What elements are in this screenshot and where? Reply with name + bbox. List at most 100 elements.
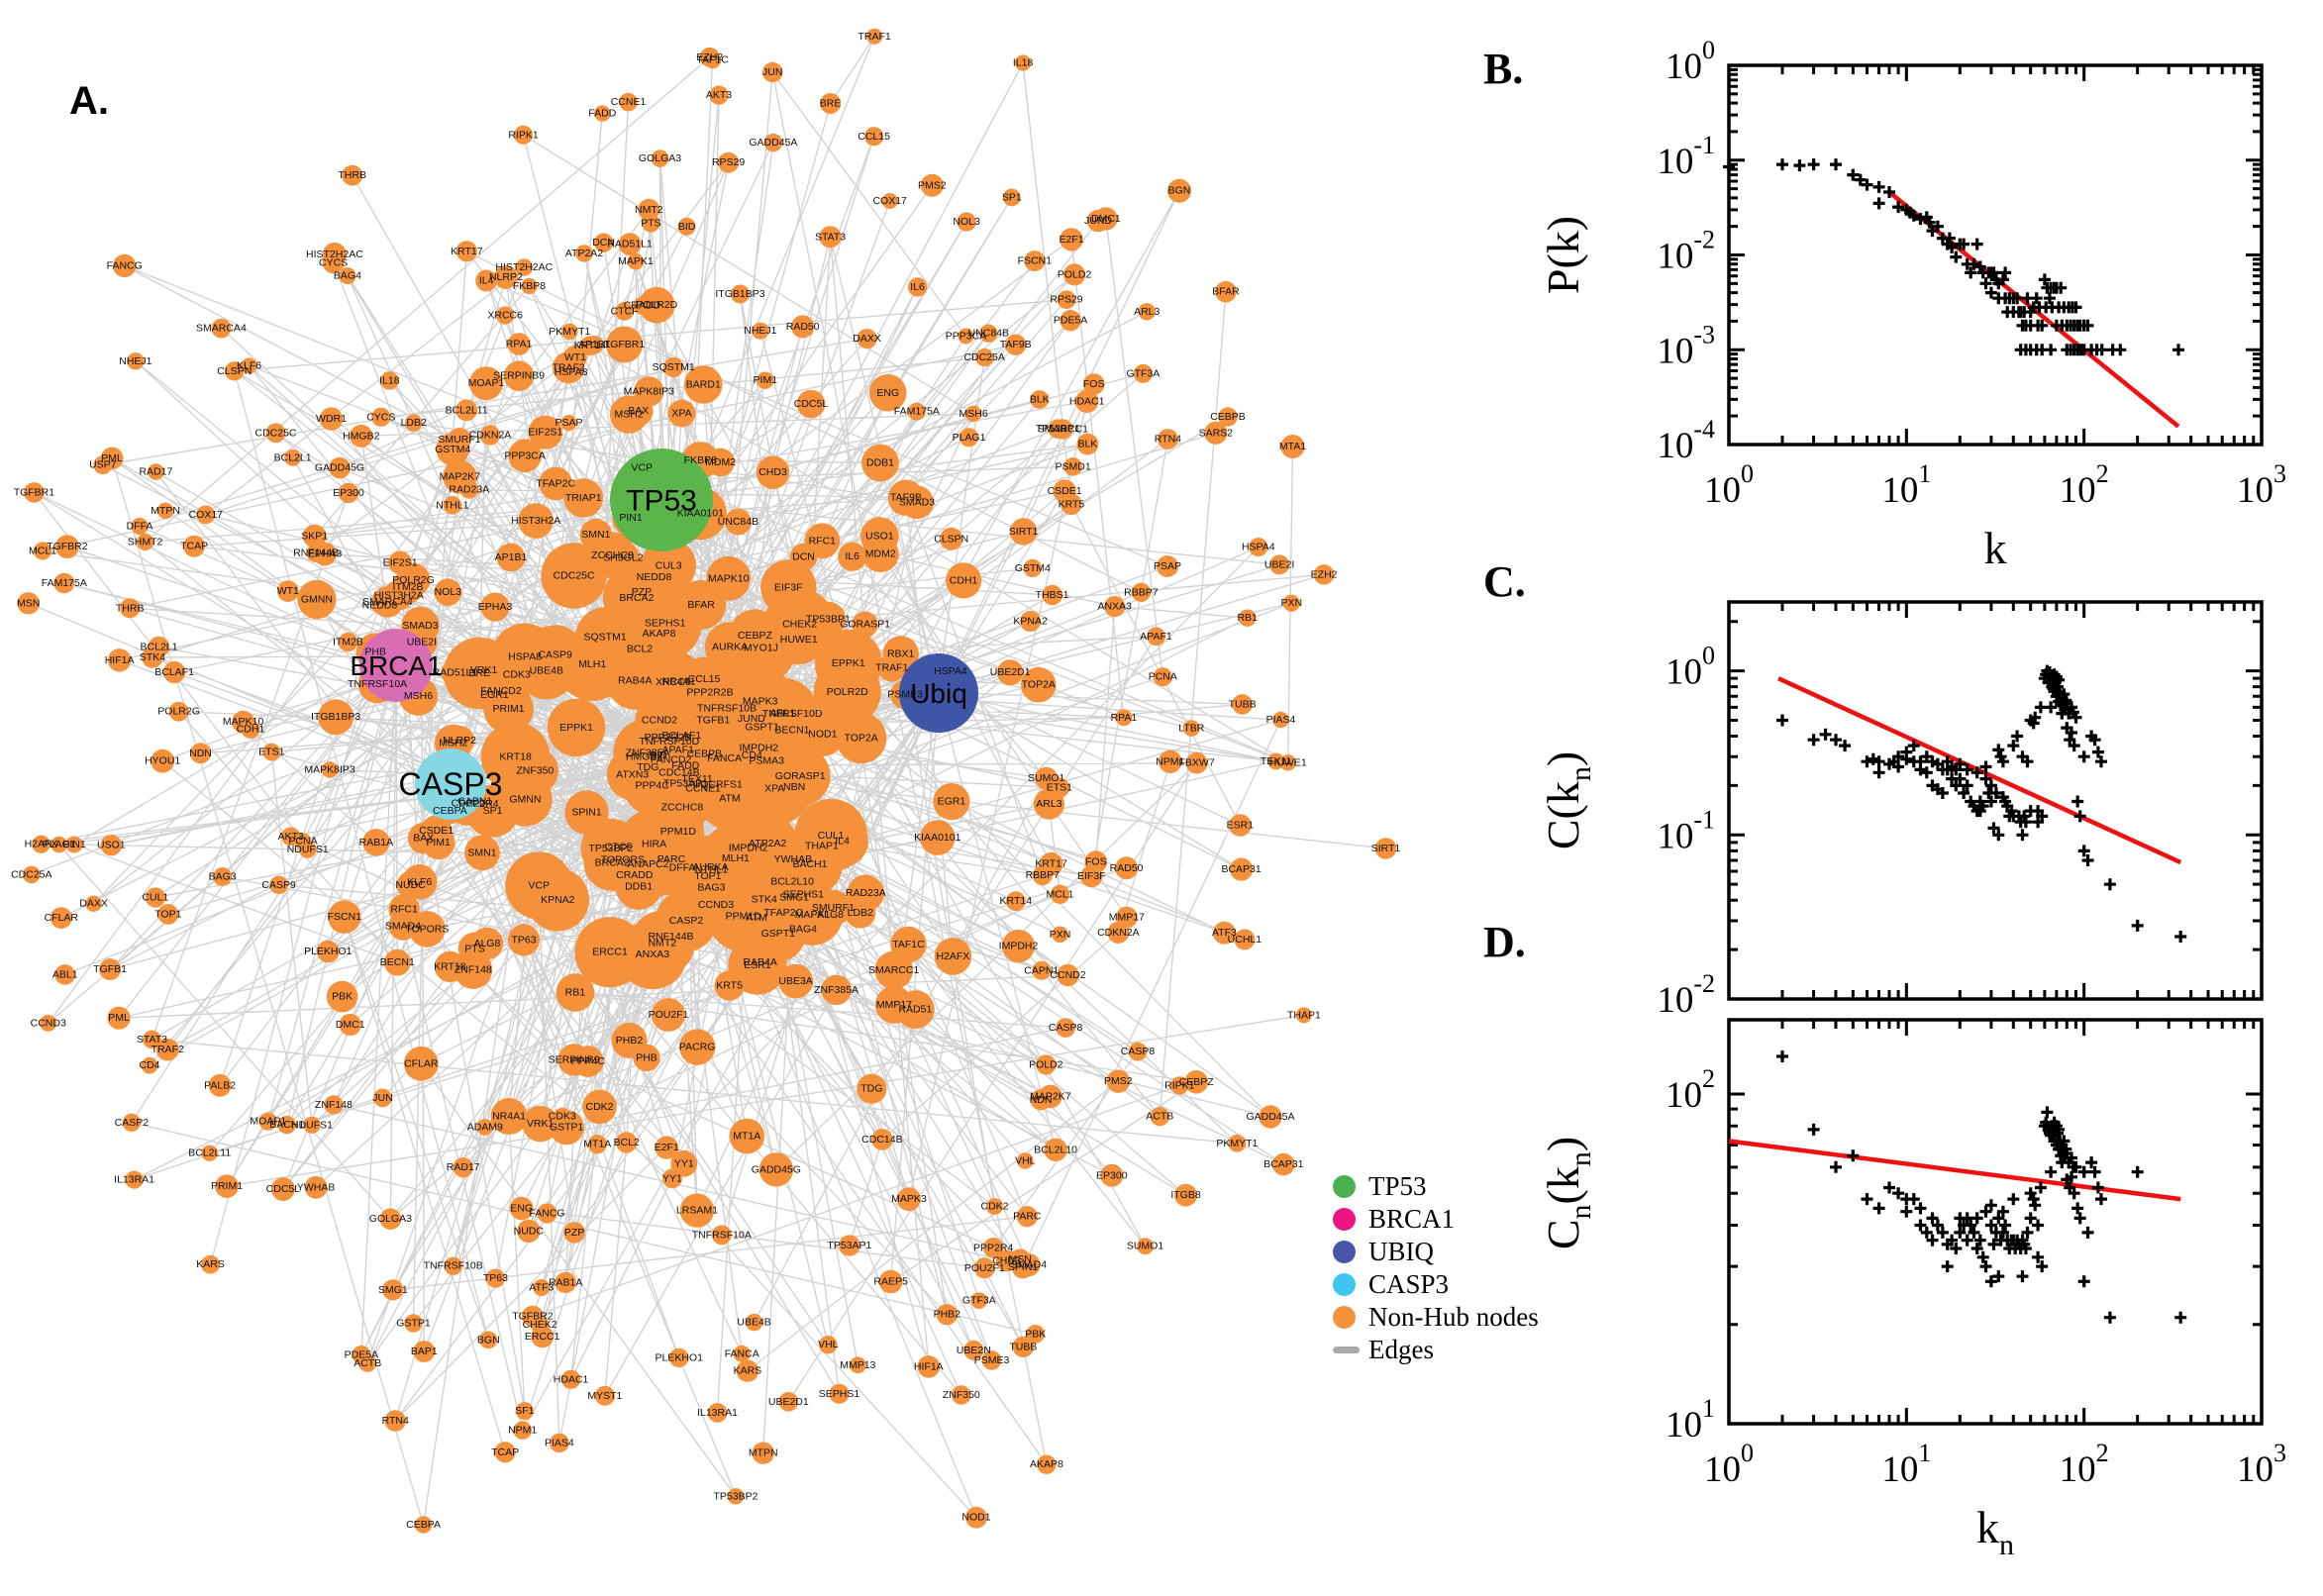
network-node (1218, 407, 1238, 427)
gene-label: DCN (792, 551, 815, 563)
network-node (17, 592, 40, 615)
hub-node-tp53 (610, 449, 713, 551)
gene-label: BGN (477, 1334, 500, 1346)
gene-label: ACTB (1146, 1111, 1173, 1123)
network-node (518, 503, 554, 539)
gene-label: NDN (1030, 1094, 1053, 1106)
network-node (1030, 1089, 1052, 1111)
gene-label: TCAP (491, 1446, 519, 1458)
network-node (1295, 1007, 1312, 1024)
y-tick-label: 10-3 (1657, 320, 1715, 371)
gene-label: IL18 (1013, 57, 1034, 69)
network-node (615, 302, 634, 321)
gene-label: RBBP7 (1124, 586, 1159, 598)
gene-label: BRE (820, 98, 842, 110)
network-node (277, 580, 299, 602)
network-node (391, 570, 425, 604)
gene-label: PPP2R2B (645, 732, 691, 744)
network-node (1232, 694, 1253, 715)
gene-label: RAB4A (743, 956, 776, 968)
gene-label: PPP2R2B (686, 686, 733, 698)
gene-label: EP300 (333, 487, 364, 499)
gene-label: EGR1 (938, 796, 966, 808)
gene-label: ZNF148 (315, 1099, 353, 1111)
gene-label: SP1 (483, 805, 503, 817)
gene-label: JUN (762, 66, 782, 78)
network-node (973, 1257, 995, 1279)
network-node (55, 535, 79, 558)
gene-label: CDKN2A (469, 430, 512, 442)
network-node (575, 245, 593, 262)
hub-label-tp53: TP53 (626, 485, 697, 518)
gene-label: STAT3 (815, 231, 846, 243)
gene-label: THRB (338, 169, 366, 181)
network-node (533, 1279, 551, 1296)
gene-label: UBE2N (957, 1345, 991, 1356)
network-node (1147, 627, 1165, 647)
gene-label: CDK3 (549, 1111, 576, 1123)
network-node (907, 277, 928, 297)
axis-ticks (1727, 63, 2264, 447)
network-node (727, 731, 776, 780)
gene-label: GORASP1 (775, 770, 826, 782)
network-node (211, 318, 232, 339)
gene-label: SUMO1 (1028, 772, 1065, 784)
gene-label: TP53BP2 (588, 843, 633, 854)
network-node (496, 306, 515, 325)
network-node (1279, 754, 1296, 771)
gene-label: IL18 (379, 375, 400, 387)
gene-label: CEBPZ (738, 630, 773, 642)
gene-label: NLRP2 (489, 271, 523, 283)
network-node (1106, 1069, 1131, 1093)
network-node (413, 1341, 436, 1362)
gene-label: TFAP2C (763, 907, 803, 919)
gene-label: BLK (1077, 439, 1097, 450)
gene-label: SMARCA4 (196, 323, 247, 335)
gene-label: E2F1 (655, 1142, 679, 1153)
gene-label: CAPN1 (457, 795, 492, 807)
gene-label: TP63 (483, 1272, 508, 1284)
gene-label: CASP8 (1121, 1046, 1156, 1057)
network-node (1267, 752, 1284, 770)
gene-label: H2AFX (936, 950, 969, 962)
network-node (731, 284, 750, 304)
network-node (878, 1269, 903, 1294)
network-node (120, 598, 141, 619)
gene-label: NLRP2 (443, 735, 476, 747)
non-hub-nodes (17, 28, 1397, 1534)
network-node (322, 243, 347, 266)
network-node (339, 1013, 361, 1037)
gene-label: TRIAP1 (565, 492, 602, 504)
network-node (1044, 1138, 1067, 1162)
gene-label: VHL (818, 1339, 839, 1350)
network-node (957, 212, 976, 232)
gene-label: IMPDH2 (739, 743, 778, 754)
gene-label: YY1 (662, 1172, 682, 1184)
gene-label: SQSTM1 (653, 361, 695, 373)
network-node (1116, 906, 1138, 929)
network-node (964, 405, 982, 423)
gene-label: PMS2 (918, 179, 947, 191)
gene-label: CUL1 (818, 830, 845, 842)
network-node (1229, 814, 1252, 837)
network-node (476, 1119, 494, 1136)
gene-label: YY1 (674, 1157, 694, 1169)
gene-label: MSH6 (404, 690, 433, 702)
gene-label: GTF3A (1126, 367, 1160, 379)
network-node (141, 1056, 158, 1074)
network-node (756, 455, 790, 490)
gene-label: E2F1 (1059, 234, 1083, 246)
network-node (633, 1044, 660, 1072)
gene-label: RAD51L1 (607, 239, 653, 250)
network-node (225, 361, 245, 381)
network-node (861, 535, 899, 573)
gene-label: THAP1 (805, 840, 839, 851)
gene-label: HIST3H2A (511, 515, 560, 527)
gene-label: XPA (764, 782, 784, 794)
gene-label: BRE (468, 667, 490, 679)
gene-label: PCNA (1149, 671, 1177, 683)
network-node (547, 698, 606, 757)
network-node (1185, 751, 1208, 774)
gene-label: PIM1 (426, 837, 451, 848)
